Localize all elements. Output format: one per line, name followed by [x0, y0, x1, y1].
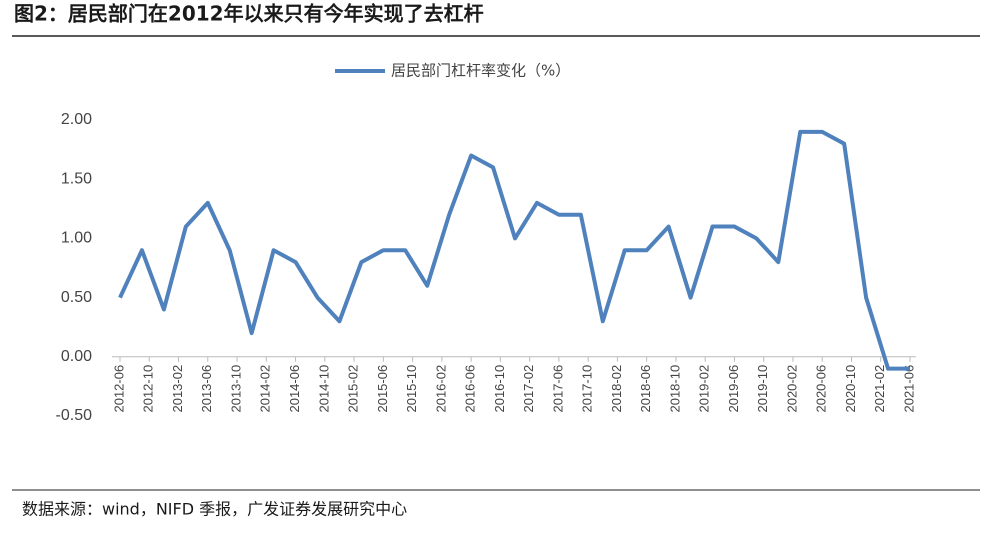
y-tick-label: 1.00 — [61, 230, 92, 247]
x-tick-label: 2021-06 — [901, 365, 916, 413]
source-note: 数据来源：wind，NIFD 季报，广发证券发展研究中心 — [22, 500, 407, 519]
x-tick-label: 2012-06 — [111, 365, 126, 413]
x-tick-label: 2015-10 — [404, 365, 419, 413]
series-line — [118, 129, 910, 371]
x-tick-label: 2013-10 — [228, 365, 243, 413]
x-tick-label: 2015-02 — [346, 365, 361, 413]
x-tick-label: 2018-02 — [609, 365, 624, 413]
y-tick-label: 1.50 — [61, 170, 92, 187]
x-tick-label: 2021-02 — [872, 365, 887, 413]
x-tick-label: 2019-02 — [697, 365, 712, 413]
y-tick-label: 2.00 — [61, 111, 92, 128]
y-tick-label: 0.50 — [61, 289, 92, 306]
x-tick-label: 2019-06 — [726, 365, 741, 413]
x-tick-label: 2020-06 — [814, 365, 829, 413]
x-tick-label: 2014-02 — [258, 365, 273, 413]
x-tick-label: 2016-06 — [463, 365, 478, 413]
x-tick-label: 2017-02 — [521, 365, 536, 413]
x-tick-label: 2016-10 — [492, 365, 507, 413]
x-tick-label: 2019-10 — [755, 365, 770, 413]
x-tick-label: 2017-10 — [580, 365, 595, 413]
x-tick-label: 2020-02 — [784, 365, 799, 413]
x-tick-label: 2014-10 — [316, 365, 331, 413]
x-tick-label: 2012-10 — [141, 365, 156, 413]
y-tick-label: 0.00 — [61, 348, 92, 365]
legend-label: 居民部门杠杆率变化（%） — [391, 62, 570, 80]
x-tick-label: 2016-02 — [433, 365, 448, 413]
x-tick-label: 2013-06 — [199, 365, 214, 413]
x-tick-label: 2014-06 — [287, 365, 302, 413]
x-tick-label: 2020-10 — [843, 365, 858, 413]
y-tick-label: -0.50 — [56, 407, 93, 424]
x-tick-label: 2018-06 — [638, 365, 653, 413]
x-tick-label: 2015-06 — [375, 365, 390, 413]
chart-title: 图2：居民部门在2012年以来只有今年实现了去杠杆 — [14, 2, 484, 26]
x-tick-label: 2013-02 — [170, 365, 185, 413]
x-tick-label: 2017-06 — [550, 365, 565, 413]
x-tick-label: 2018-10 — [667, 365, 682, 413]
